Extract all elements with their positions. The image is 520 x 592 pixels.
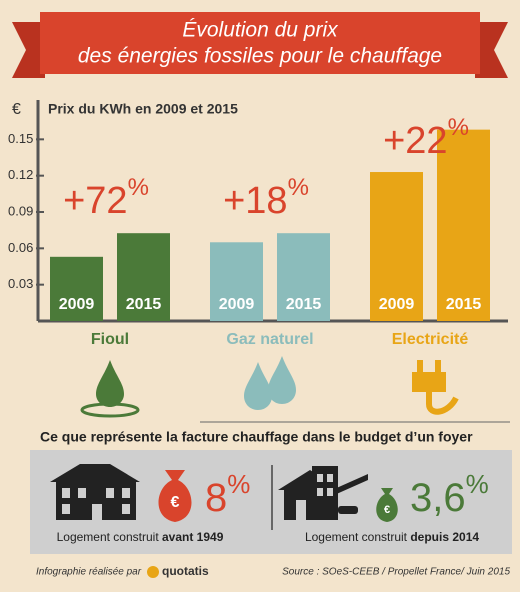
bar-year-label: 2015 bbox=[446, 296, 482, 313]
bar bbox=[117, 233, 170, 321]
bar bbox=[370, 172, 423, 321]
gas-icon bbox=[244, 356, 296, 410]
caption-emphasis: depuis 2014 bbox=[410, 530, 479, 544]
change-label: +22% bbox=[383, 114, 469, 162]
ribbon-tail bbox=[475, 22, 508, 78]
fioul-icon bbox=[80, 360, 140, 418]
bar-year-label: 2015 bbox=[126, 296, 162, 313]
caption-text: Logement construit bbox=[57, 530, 162, 544]
svg-text:€: € bbox=[384, 504, 390, 516]
brand-logo bbox=[147, 566, 159, 578]
change-label: +72% bbox=[63, 175, 149, 223]
small-money-bag-icon: € bbox=[376, 488, 398, 522]
chart-subtitle: Prix du KWh en 2009 et 2015 bbox=[48, 101, 238, 117]
y-tick-label: 0.15 bbox=[8, 131, 33, 146]
category-label: Gaz naturel bbox=[226, 331, 313, 348]
credit: Infographie réalisée par bbox=[36, 567, 142, 578]
caption: Logement construit avant 1949 bbox=[57, 530, 224, 544]
caption: Logement construit depuis 2014 bbox=[305, 530, 479, 544]
svg-text:€: € bbox=[171, 494, 180, 511]
money-bag-icon: € bbox=[158, 470, 192, 522]
bar bbox=[50, 256, 103, 321]
plot: 0.03 0.06 0.09 0.12 0.15 2009 2015 Fioul +72% 200… bbox=[8, 114, 490, 348]
bar-year-label: 2015 bbox=[286, 296, 322, 313]
bar-year-label: 2009 bbox=[379, 296, 415, 313]
y-tick-label: 0.12 bbox=[8, 167, 33, 182]
share-label: 3,6% bbox=[410, 469, 489, 520]
title-line: des énergies fossiles pour le chauffage bbox=[78, 45, 442, 68]
change-label: +18% bbox=[223, 175, 309, 223]
category-label: Electricité bbox=[392, 331, 469, 348]
bar bbox=[210, 242, 263, 321]
budget-items: 8%Logement construit avant 19493,6%Logem… bbox=[57, 469, 489, 544]
source: Source : SOeS-CEEB / Propellet France/ J… bbox=[282, 567, 510, 578]
budget-title: Ce que représente la facture chauffage d… bbox=[40, 429, 473, 445]
old-house-icon bbox=[50, 464, 140, 520]
y-tick-label: 0.06 bbox=[8, 240, 33, 255]
y-tick-label: 0.03 bbox=[8, 276, 33, 291]
y-tick-label: 0.09 bbox=[8, 203, 33, 218]
unit-label: € bbox=[12, 101, 21, 118]
bar-year-label: 2009 bbox=[59, 296, 95, 313]
category-label: Fioul bbox=[91, 331, 129, 348]
caption-emphasis: avant 1949 bbox=[162, 530, 224, 544]
title-line: Évolution du prix bbox=[182, 19, 339, 42]
bar bbox=[437, 129, 490, 321]
share-label: 8% bbox=[205, 469, 250, 520]
caption-text: Logement construit bbox=[305, 530, 410, 544]
ribbon bbox=[40, 12, 480, 74]
bar-year-label: 2009 bbox=[219, 296, 255, 313]
brand: quotatis bbox=[162, 564, 209, 578]
ribbon-tail bbox=[12, 22, 45, 78]
plug-icon bbox=[412, 360, 459, 415]
new-house-icon bbox=[278, 466, 368, 520]
bar bbox=[277, 233, 330, 321]
